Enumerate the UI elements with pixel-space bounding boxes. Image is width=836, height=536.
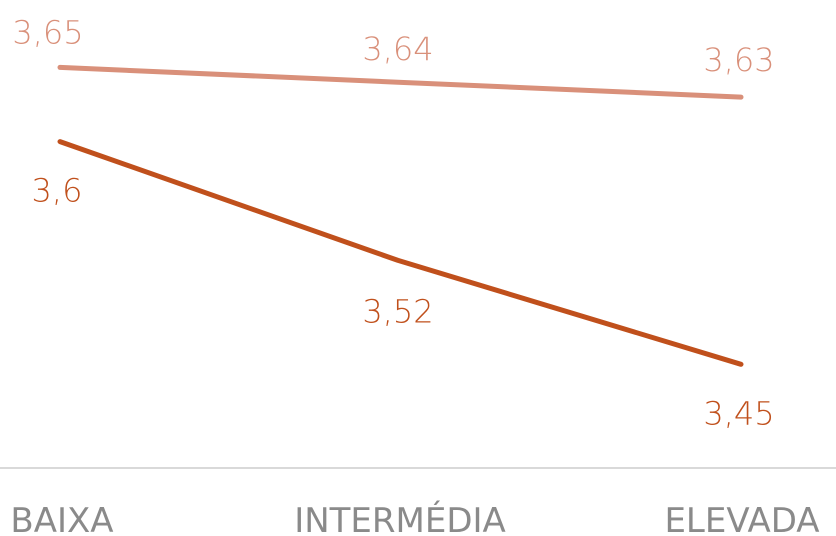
category-label-baixa: BAIXA [10, 501, 113, 536]
series-1-data-label-1: 3,65 [12, 13, 83, 51]
category-label-elevada: ELEVADA [664, 501, 819, 536]
series-2-data-label-2: 3,52 [362, 292, 433, 330]
series-2-data-label-1: 3,6 [32, 172, 83, 210]
series-1-data-label-2: 3,64 [362, 30, 433, 68]
series-1-line [60, 67, 741, 97]
series-2-data-label-3: 3,45 [703, 394, 774, 432]
series-layer: 3,65 3,64 3,63 3,6 3,52 3,45 [12, 13, 774, 432]
series-1-data-label-3: 3,63 [703, 41, 774, 79]
category-label-intermedia: INTERMÉDIA [294, 500, 506, 536]
series-2-line [60, 142, 741, 365]
category-labels: BAIXA INTERMÉDIA ELEVADA [10, 500, 819, 536]
